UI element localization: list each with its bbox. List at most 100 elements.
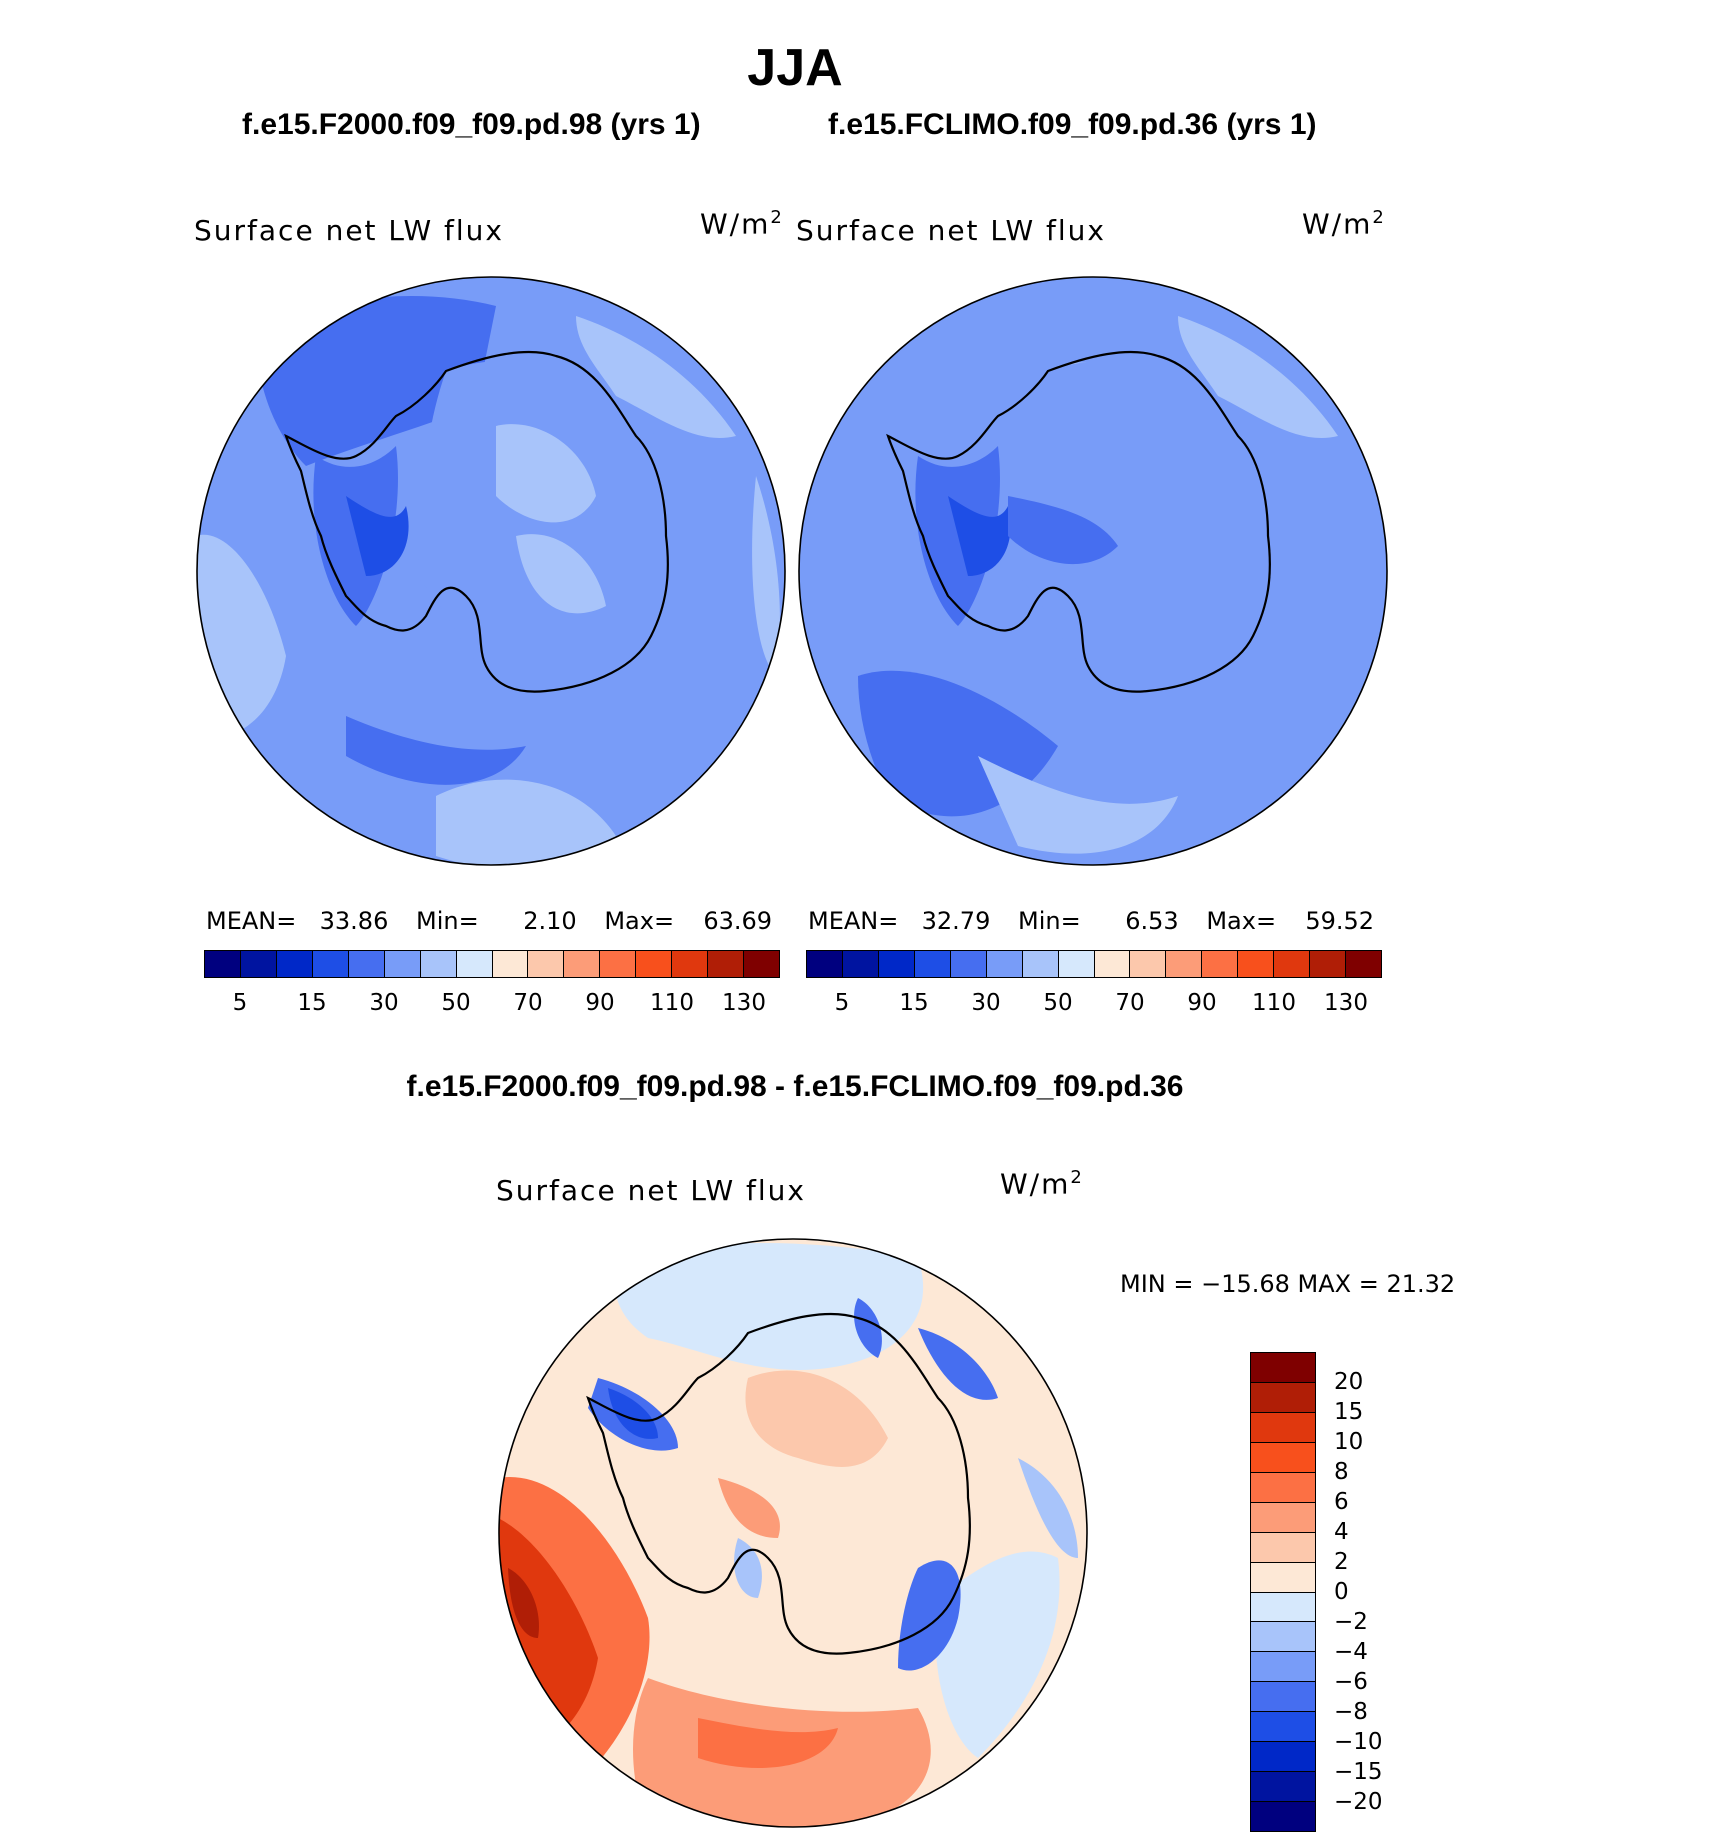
panel-2-case-title: f.e15.FCLIMO.f09_f09.pd.36 (yrs 1) [828,108,1317,141]
panel-1-units: W/m2 [700,207,784,241]
panel-1-colorbar-swatch [672,951,709,977]
panel-2-colorbar-swatch [1310,951,1347,977]
panel-1-colorbar-tick-label: 5 [232,990,248,1016]
difference-colorbar-swatch [1251,1772,1315,1803]
difference-colorbar-swatch [1251,1652,1315,1683]
panel-1-case-title: f.e15.F2000.f09_f09.pd.98 (yrs 1) [242,108,701,141]
difference-colorbar-swatch [1251,1472,1315,1503]
panel-1-colorbar-tick-label: 15 [297,990,327,1016]
panel-1-colorbar [204,950,780,978]
panel-2-colorbar-tick-label: 5 [834,990,850,1016]
panel-1-colorbar-swatch [348,951,385,977]
panel-1-colorbar-swatch [744,951,779,977]
difference-colorbar-tick-label: −2 [1334,1609,1368,1635]
difference-polar-map [498,1238,1088,1828]
panel-2-stats: MEAN= 32.79 Min= 6.53 Max= 59.52 [808,907,1375,935]
panel-1-colorbar-swatch [240,951,277,977]
panel-2-colorbar-swatch [1202,951,1239,977]
panel-2-colorbar-tick-label: 90 [1187,990,1217,1016]
difference-colorbar-swatch [1251,1622,1315,1653]
panel-1-colorbar-ticks: 5 15 30 50 70 90 110 130 [204,990,780,1020]
panel-1-colorbar-swatch [528,951,565,977]
panel-2-colorbar-swatch [1238,951,1275,977]
difference-title: f.e15.F2000.f09_f09.pd.98 - f.e15.FCLIMO… [406,1070,1184,1103]
difference-colorbar-tick-label: 4 [1334,1519,1349,1545]
difference-colorbar-swatch [1251,1382,1315,1413]
panel-2-colorbar-swatch [1022,951,1059,977]
panel-2-colorbar-swatch [1094,951,1131,977]
panel-1-colorbar-swatch [708,951,745,977]
panel-2-colorbar-ticks: 5 15 30 50 70 90 110 130 [806,990,1382,1020]
panel-2-colorbar-swatch [1058,951,1095,977]
panel-1-colorbar-tick-label: 130 [722,990,766,1016]
difference-colorbar-tick-label: −8 [1334,1699,1368,1725]
difference-colorbar-swatch [1251,1502,1315,1533]
panel-2-colorbar-swatch [950,951,987,977]
panel-1-colorbar-swatch [564,951,601,977]
panel-2-colorbar-tick-label: 110 [1252,990,1296,1016]
difference-colorbar-tick-label: −10 [1334,1729,1383,1755]
panel-2-colorbar-swatch [807,951,843,977]
panel-1-colorbar-swatch [600,951,637,977]
difference-colorbar-swatch [1251,1562,1315,1593]
panel-1-colorbar-swatch [312,951,349,977]
difference-colorbar-swatch [1251,1712,1315,1743]
panel-2-colorbar-swatch [914,951,951,977]
panel-1-colorbar-tick-label: 50 [441,990,471,1016]
panel-2-colorbar-swatch [1130,951,1167,977]
difference-colorbar-tick-label: −4 [1334,1639,1368,1665]
difference-colorbar-tick-label: 8 [1334,1459,1349,1485]
panel-2-colorbar-tick-label: 130 [1324,990,1368,1016]
panel-1-colorbar-tick-label: 90 [585,990,615,1016]
panel-2-polar-map [798,276,1388,866]
panel-2-colorbar-tick-label: 15 [899,990,929,1016]
panel-1-colorbar-swatch [456,951,493,977]
difference-colorbar-tick-label: 20 [1334,1369,1364,1395]
panel-1-colorbar-swatch [276,951,313,977]
panel-2-colorbar-swatch [878,951,915,977]
panel-2-colorbar-swatch [986,951,1023,977]
panel-2-colorbar-swatch [1346,951,1381,977]
panel-1-variable-label: Surface net LW flux [194,214,504,247]
difference-colorbar-swatch [1251,1442,1315,1473]
difference-colorbar-tick-label: −6 [1334,1669,1368,1695]
panel-2-units: W/m2 [1302,207,1386,241]
panel-1-colorbar-swatch [205,951,241,977]
difference-colorbar-swatch [1251,1802,1315,1831]
difference-colorbar-tick-label: 10 [1334,1429,1364,1455]
panel-2-colorbar-swatch [842,951,879,977]
difference-colorbar-tick-label: 2 [1334,1549,1349,1575]
difference-colorbar-tick-label: 6 [1334,1489,1349,1515]
panel-1-colorbar-swatch [384,951,421,977]
panel-1-polar-map [196,276,786,866]
panel-2-variable-label: Surface net LW flux [796,214,1106,247]
diff-units: W/m2 [1000,1167,1084,1201]
panel-1-colorbar-swatch [420,951,457,977]
difference-colorbar-swatch [1251,1353,1315,1383]
difference-colorbar-swatch [1251,1532,1315,1563]
panel-2-colorbar-swatch [1274,951,1311,977]
difference-colorbar-swatch [1251,1742,1315,1773]
panel-2-colorbar-tick-label: 30 [971,990,1001,1016]
difference-colorbar [1250,1352,1316,1832]
panel-1-colorbar-swatch [636,951,673,977]
difference-colorbar-swatch [1251,1412,1315,1443]
difference-colorbar-tick-label: 0 [1334,1579,1349,1605]
diff-variable-label: Surface net LW flux [496,1174,806,1207]
panel-2-colorbar-swatch [1166,951,1203,977]
figure-title: JJA [747,39,843,97]
panel-1-colorbar-tick-label: 110 [650,990,694,1016]
panel-2-colorbar-tick-label: 70 [1115,990,1145,1016]
difference-colorbar-ticks: 20 15 10 8 6 4 2 0 −2 −4 −6 −8 −10 −15 −20 [1334,1352,1414,1832]
panel-1-colorbar-tick-label: 70 [513,990,543,1016]
panel-1-stats: MEAN= 33.86 Min= 2.10 Max= 63.69 [206,907,773,935]
panel-1-colorbar-swatch [492,951,529,977]
difference-colorbar-tick-label: 15 [1334,1399,1364,1425]
difference-colorbar-tick-label: −15 [1334,1759,1383,1785]
difference-colorbar-swatch [1251,1592,1315,1623]
panel-2-colorbar [806,950,1382,978]
difference-colorbar-swatch [1251,1682,1315,1713]
panel-1-colorbar-tick-label: 30 [369,990,399,1016]
difference-colorbar-tick-label: −20 [1334,1789,1383,1815]
diff-minmax: MIN = −15.68 MAX = 21.32 [1120,1270,1456,1298]
